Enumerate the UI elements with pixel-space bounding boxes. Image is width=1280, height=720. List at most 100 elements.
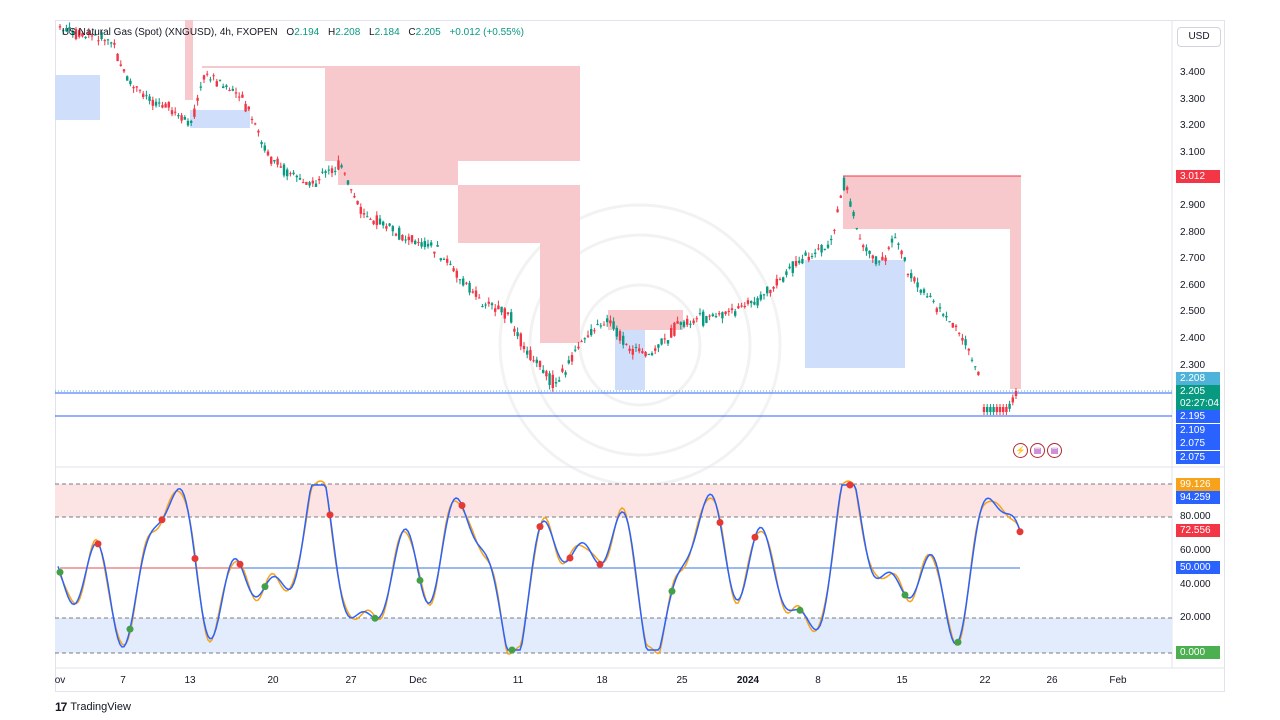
- osc-signal-dot: [751, 533, 759, 541]
- dividend-event-icon[interactable]: ⚡: [1013, 443, 1028, 458]
- candle-body: [762, 294, 766, 296]
- candle-body: [170, 110, 174, 115]
- candle-body: [302, 182, 305, 184]
- candle-body: [215, 81, 218, 87]
- candle-body: [494, 308, 497, 312]
- candle-body: [638, 348, 641, 352]
- close-value: 2.205: [415, 27, 441, 38]
- candle-body: [833, 229, 836, 231]
- candle-body: [737, 306, 740, 309]
- osc-d-tag: 99.126: [1176, 478, 1220, 491]
- candle-body: [241, 94, 244, 98]
- candle-body: [775, 278, 778, 286]
- candle-body: [522, 345, 526, 350]
- candle-body: [321, 171, 324, 173]
- candle-body: [730, 308, 734, 311]
- candle-body: [596, 323, 599, 325]
- currency-button[interactable]: USD: [1177, 27, 1221, 47]
- candle-body: [391, 226, 394, 232]
- price-axis-label: 3.200: [1180, 120, 1206, 131]
- osc-signal-dot: [566, 554, 574, 562]
- candle-body: [721, 312, 724, 319]
- candle-body: [535, 359, 538, 364]
- candle-body: [474, 290, 478, 297]
- candle-body: [468, 282, 471, 293]
- candle-body: [929, 295, 932, 297]
- candle-body: [583, 338, 586, 340]
- candle-body: [954, 325, 958, 328]
- candle-body: [324, 171, 327, 174]
- candle-body: [311, 180, 314, 184]
- candle-body: [814, 252, 817, 254]
- candle-body: [903, 257, 906, 261]
- candle-body: [823, 248, 826, 250]
- symbol-legend[interactable]: US Natural Gas (Spot) (XNGUSD), 4h, FXOP…: [62, 27, 524, 38]
- candle-body: [58, 26, 62, 28]
- candle-body: [142, 93, 145, 98]
- price-axis-label: 2.400: [1180, 333, 1206, 344]
- osc-signal-dot: [94, 540, 102, 548]
- candle-body: [574, 349, 577, 351]
- close-key: C: [408, 27, 416, 38]
- candle-body: [878, 261, 881, 263]
- osc-signal-dot: [796, 606, 804, 614]
- osc-signal-dot: [326, 511, 334, 519]
- candle-body: [948, 321, 951, 323]
- candle-body: [250, 118, 254, 120]
- candle-body: [116, 53, 119, 62]
- osc-signal-dot: [416, 576, 424, 584]
- candle-body: [551, 374, 554, 389]
- candle-body: [945, 315, 948, 318]
- candle-body: [897, 243, 900, 245]
- economic-events[interactable]: ⚡ ▤ ▤: [1013, 443, 1062, 458]
- candle-body: [433, 251, 436, 254]
- candle-body: [340, 165, 343, 168]
- time-axis-label: 18: [596, 675, 608, 686]
- candle-body: [964, 339, 967, 346]
- candle-body: [257, 130, 260, 133]
- candle-body: [231, 88, 234, 91]
- candle-body: [785, 271, 788, 275]
- candle-body: [663, 338, 666, 340]
- osc-mid-tag: 50.000: [1176, 561, 1220, 574]
- candle-body: [458, 279, 462, 281]
- candle-body: [567, 360, 570, 364]
- us-flag-icon[interactable]: ▤: [1030, 443, 1045, 458]
- candle-body: [794, 260, 798, 266]
- candle-body: [890, 238, 894, 243]
- candle-body: [382, 221, 385, 226]
- candle-body: [615, 327, 618, 337]
- candle-body: [695, 318, 698, 320]
- candle-body: [705, 316, 708, 323]
- candle-body: [426, 243, 430, 247]
- candle-body: [577, 346, 580, 349]
- candle-body: [420, 242, 423, 247]
- candle-body: [910, 273, 913, 279]
- candle-body: [346, 180, 350, 185]
- candle-body: [449, 263, 452, 265]
- candle-body: [967, 348, 970, 351]
- candle-body: [686, 318, 689, 325]
- candle-body: [593, 330, 596, 332]
- candle-body: [942, 314, 945, 316]
- price-axis-label: 2.900: [1180, 200, 1206, 211]
- low-price-tag: 2.075: [1176, 437, 1220, 450]
- candle-body: [190, 120, 193, 123]
- candle-body: [676, 321, 679, 324]
- candle-body: [951, 322, 954, 328]
- high-price-tag: 2.208: [1176, 372, 1220, 385]
- tradingview-logo[interactable]: 17 TradingView: [55, 700, 131, 714]
- candle-body: [826, 244, 830, 248]
- price-levels: [55, 175, 1172, 417]
- candlestick-series: [58, 22, 1018, 415]
- symbol-title[interactable]: US Natural Gas (Spot) (XNGUSD), 4h, FXOP…: [62, 27, 278, 38]
- candle-body: [938, 307, 942, 309]
- candle-body: [465, 282, 468, 284]
- candle-body: [529, 350, 532, 360]
- candle-body: [650, 353, 654, 356]
- candle-body: [314, 183, 318, 187]
- candle-body: [759, 294, 762, 300]
- us-flag-icon[interactable]: ▤: [1047, 443, 1062, 458]
- candle-body: [532, 360, 535, 362]
